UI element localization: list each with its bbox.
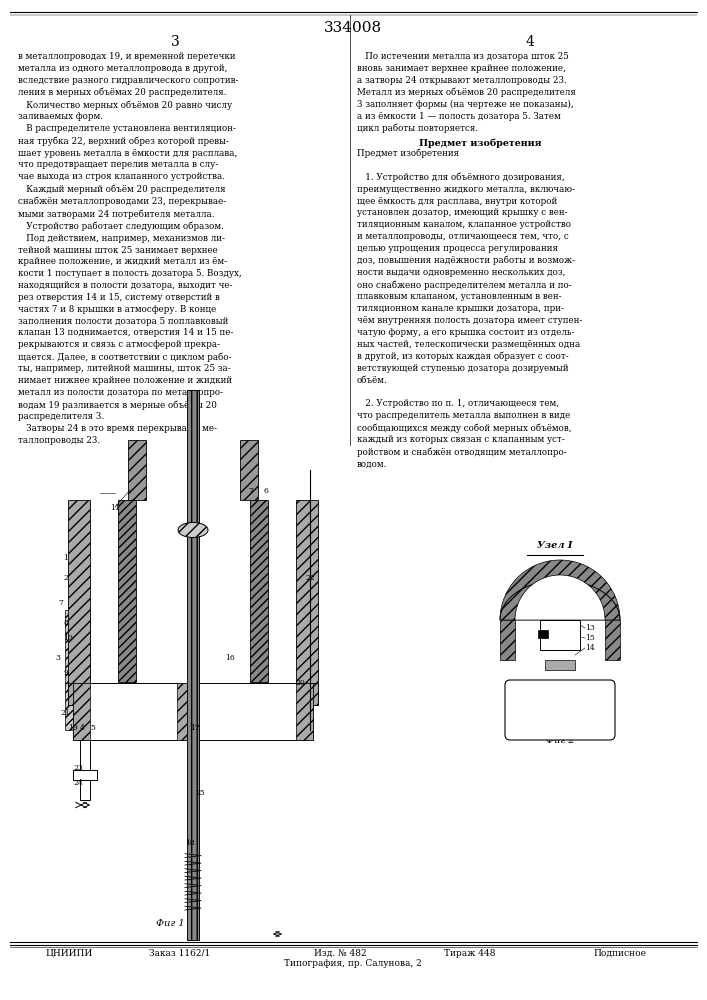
Polygon shape [296, 500, 318, 705]
Polygon shape [68, 683, 318, 705]
Wedge shape [500, 560, 620, 620]
Polygon shape [128, 440, 146, 500]
Polygon shape [73, 683, 90, 740]
Text: Подписное: Подписное [593, 948, 646, 958]
Text: ЦНИИПИ: ЦНИИПИ [45, 948, 92, 958]
Polygon shape [177, 683, 193, 740]
Wedge shape [515, 575, 605, 620]
Text: 16: 16 [225, 654, 235, 662]
Text: 6: 6 [263, 487, 268, 495]
Text: 9: 9 [63, 669, 68, 677]
Text: 4: 4 [525, 35, 534, 49]
Text: Типография, пр. Салунова, 2: Типография, пр. Салунова, 2 [284, 958, 422, 968]
Text: 334008: 334008 [324, 21, 382, 35]
Text: 3: 3 [170, 35, 180, 49]
FancyBboxPatch shape [505, 680, 615, 740]
Polygon shape [187, 390, 199, 940]
Polygon shape [73, 770, 97, 780]
Text: Изд. № 482: Изд. № 482 [314, 948, 366, 958]
Text: 25: 25 [195, 789, 205, 797]
Text: 7: 7 [58, 599, 63, 607]
Polygon shape [68, 500, 90, 705]
Text: 13: 13 [585, 624, 595, 632]
Text: 11: 11 [110, 504, 119, 512]
Text: 21: 21 [60, 709, 70, 717]
Polygon shape [118, 500, 136, 682]
Text: 2: 2 [63, 574, 68, 582]
Polygon shape [538, 630, 548, 638]
Text: 1: 1 [63, 554, 68, 562]
Polygon shape [73, 683, 313, 740]
Text: По истечении металла из дозатора шток 25
вновь занимает верхнее крайнее положени: По истечении металла из дозатора шток 25… [357, 52, 583, 469]
Ellipse shape [178, 522, 208, 538]
Text: Тираж 448: Тираж 448 [444, 948, 496, 958]
Text: 24: 24 [73, 779, 83, 787]
Text: Фиг 1: Фиг 1 [156, 919, 185, 928]
Text: Фиг 2: Фиг 2 [546, 736, 574, 745]
Text: 17: 17 [190, 724, 200, 732]
Polygon shape [80, 740, 90, 800]
Bar [65, 610, 90, 730]
Text: Заказ 1162/1: Заказ 1162/1 [149, 948, 211, 958]
Text: 15: 15 [585, 634, 595, 642]
Text: 10: 10 [63, 634, 73, 642]
Text: 7: 7 [248, 487, 253, 495]
Text: 5: 5 [90, 724, 95, 732]
Text: 4: 4 [80, 724, 85, 732]
Polygon shape [250, 500, 268, 682]
Text: 23: 23 [73, 764, 83, 772]
Polygon shape [500, 620, 515, 660]
Polygon shape [605, 620, 620, 660]
Text: 22: 22 [305, 574, 315, 582]
Text: 8: 8 [63, 619, 68, 627]
Text: Узел I: Узел I [537, 541, 573, 550]
Text: 14: 14 [585, 644, 595, 652]
Polygon shape [296, 683, 313, 740]
Text: 18: 18 [185, 839, 194, 847]
Text: 3: 3 [55, 654, 60, 662]
Polygon shape [187, 390, 199, 940]
Text: в металлопроводах 19, и временной перетечки
металла из одного металлопровода в д: в металлопроводах 19, и временной перете… [18, 52, 242, 445]
Polygon shape [545, 660, 575, 670]
Polygon shape [540, 620, 580, 650]
Text: Предмет изобретения: Предмет изобретения [419, 138, 542, 147]
Text: 19: 19 [68, 724, 78, 732]
Text: 20: 20 [295, 679, 305, 687]
Polygon shape [240, 440, 258, 500]
